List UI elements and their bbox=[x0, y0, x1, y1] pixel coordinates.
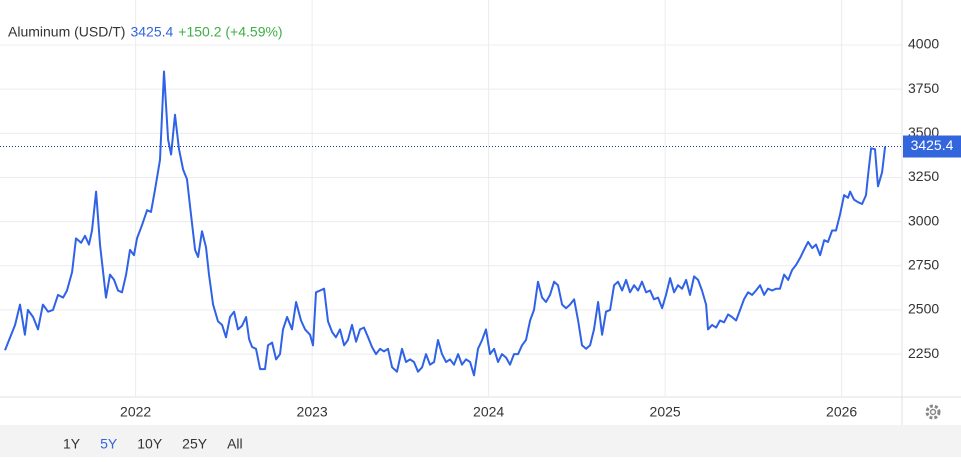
y-tick-label: 3250 bbox=[908, 168, 939, 184]
x-tick-label: 2023 bbox=[297, 404, 328, 420]
x-tick-label: 2026 bbox=[826, 404, 857, 420]
y-tick-label: 2500 bbox=[908, 301, 939, 317]
range-button[interactable]: All bbox=[227, 436, 243, 452]
last-price-label: 3425.4 bbox=[911, 137, 954, 153]
range-button[interactable]: 25Y bbox=[182, 436, 208, 452]
y-tick-label: 3000 bbox=[908, 212, 939, 228]
last-price-badge bbox=[903, 135, 961, 158]
settings-icon[interactable] bbox=[925, 404, 941, 420]
x-tick-label: 2025 bbox=[650, 404, 681, 420]
range-bar bbox=[0, 425, 961, 457]
y-tick-label: 2750 bbox=[908, 256, 939, 272]
range-button[interactable]: 10Y bbox=[137, 436, 163, 452]
x-tick-label: 2022 bbox=[120, 404, 151, 420]
chart-title: Aluminum (USD/T) bbox=[8, 24, 125, 40]
y-tick-label: 4000 bbox=[908, 36, 939, 52]
range-button[interactable]: 5Y bbox=[100, 436, 118, 452]
range-button[interactable]: 1Y bbox=[63, 436, 81, 452]
x-tick-label: 2024 bbox=[473, 404, 504, 420]
price: 3425.4 bbox=[130, 24, 173, 40]
y-tick-label: 2250 bbox=[908, 345, 939, 361]
price-line bbox=[4, 70, 887, 377]
y-tick-label: 3750 bbox=[908, 80, 939, 96]
change: +150.2 (+4.59%) bbox=[178, 24, 282, 40]
